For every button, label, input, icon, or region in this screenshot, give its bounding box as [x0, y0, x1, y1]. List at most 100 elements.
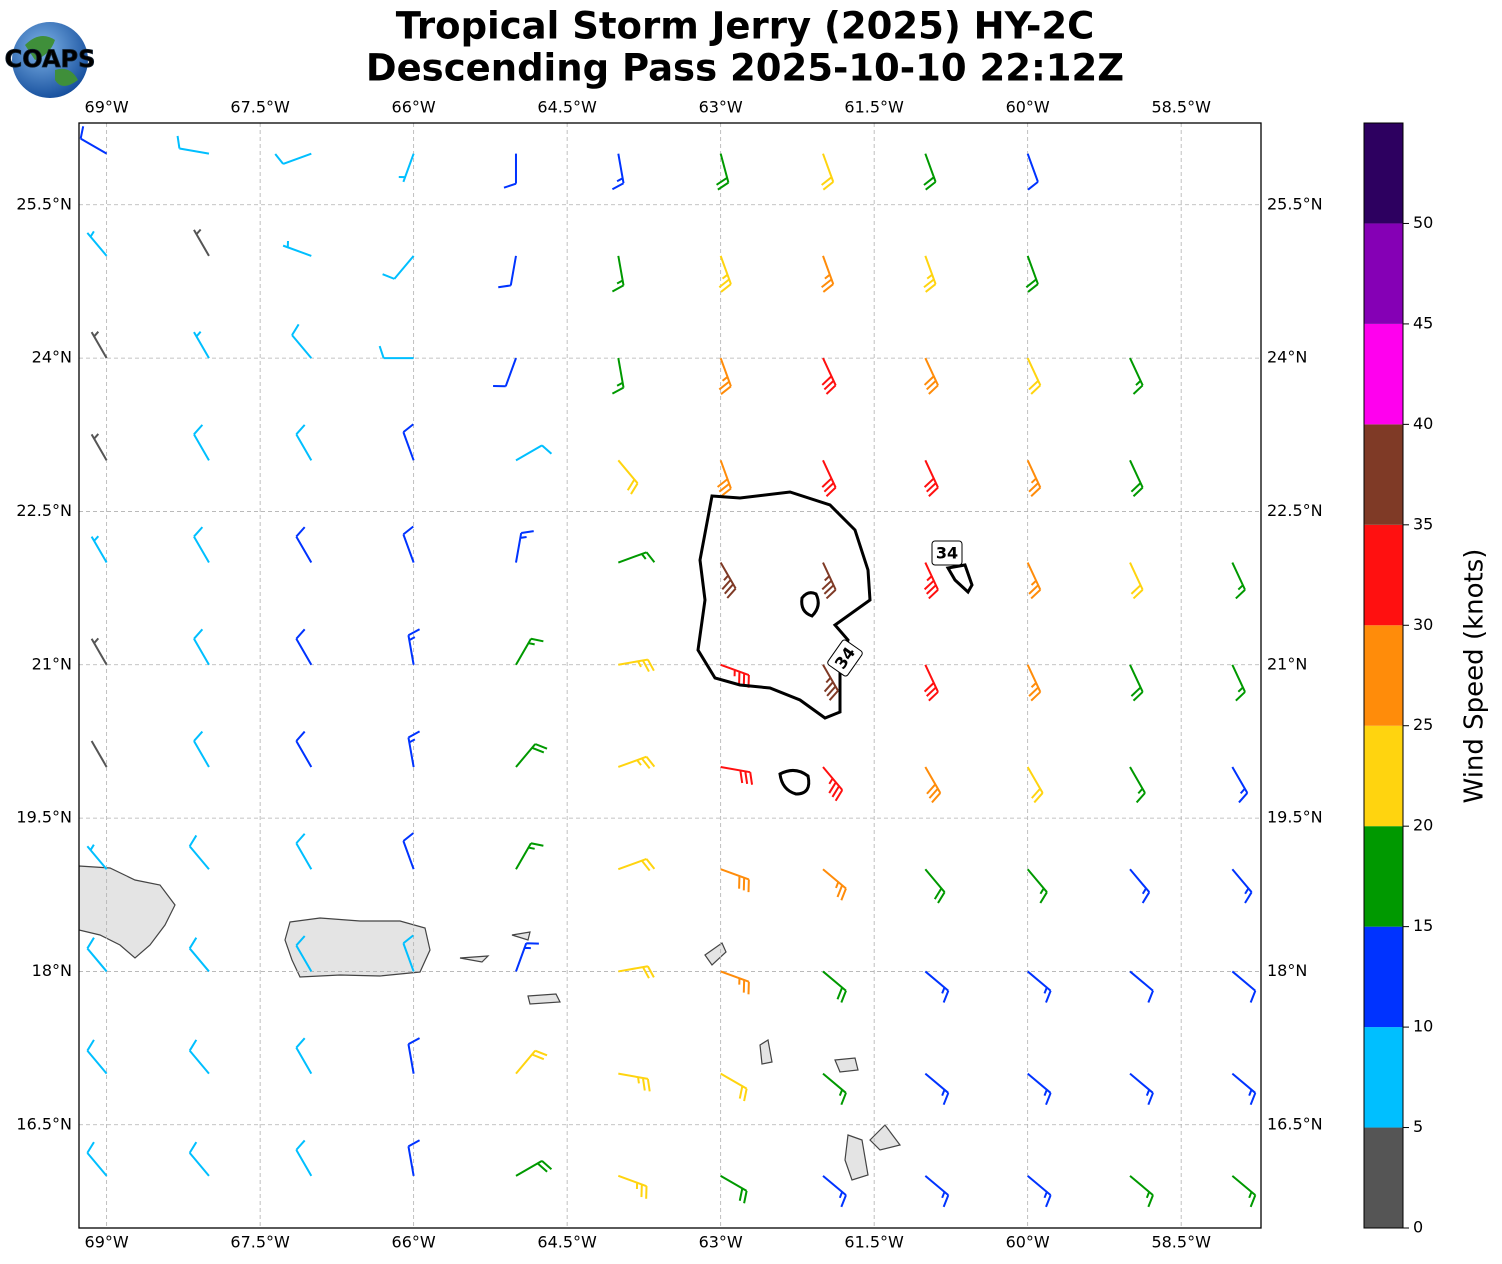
wind-barb	[618, 658, 655, 673]
wind-barb	[1129, 1072, 1154, 1106]
wind-barb	[611, 357, 625, 395]
wind-barb	[188, 1039, 210, 1075]
wind-barb	[295, 1037, 313, 1075]
wind-barb	[515, 1160, 553, 1177]
colorbar-tick-label: 5	[1413, 1117, 1423, 1136]
wind-barb	[193, 628, 210, 666]
wind-barb	[402, 832, 415, 870]
y-tick-label: 19.5°N	[16, 808, 72, 827]
wind-barb	[617, 459, 639, 495]
wind-barb	[193, 424, 210, 461]
colorbar-tick-label: 40	[1413, 414, 1433, 433]
wind-barb	[90, 433, 108, 461]
wind-barb	[378, 345, 414, 360]
title-line: Descending Pass 2025-10-10 22:12Z	[366, 47, 1124, 90]
y-tick-label: 21°N	[32, 654, 72, 673]
colorbar-segment	[1364, 524, 1403, 626]
wind-barb	[176, 135, 210, 155]
colorbar-tick-label: 35	[1413, 514, 1433, 533]
wind-barb	[1026, 357, 1042, 395]
map-area	[79, 123, 1261, 1228]
wind-barb	[282, 240, 312, 257]
wind-barb	[1231, 970, 1257, 1003]
wind-barb	[1231, 1072, 1257, 1106]
wind-barb	[718, 255, 732, 293]
wind-barb	[295, 833, 313, 870]
wind-barb	[822, 766, 844, 802]
wind-barb	[1027, 970, 1052, 1003]
x-tick-label: 58.5°W	[1151, 1233, 1211, 1252]
wind-barb	[295, 526, 313, 564]
wind-barb	[402, 934, 415, 972]
wind-barb	[295, 424, 313, 461]
x-tick-label: 64.5°W	[537, 1233, 597, 1252]
wind-barb	[720, 1072, 748, 1102]
wind-barb	[90, 637, 108, 666]
wind-barb	[515, 743, 548, 768]
wind-barb	[407, 628, 421, 665]
contour-line	[696, 490, 872, 720]
x-tick-label: 67.5°W	[230, 1233, 290, 1252]
wind-barb	[295, 730, 313, 768]
wind-barb	[1129, 562, 1144, 600]
wind-barb	[407, 1139, 421, 1177]
wind-barb	[188, 834, 210, 870]
wind-barb	[515, 942, 539, 972]
x-tick-label: 61.5°W	[844, 98, 904, 117]
wind-barb	[1129, 766, 1146, 804]
wind-barb	[1231, 868, 1253, 904]
wind-barb	[1025, 255, 1039, 293]
contour-label-box	[827, 639, 863, 677]
wind-barb	[86, 230, 108, 257]
x-tick-label: 60°W	[1006, 98, 1050, 117]
wind-barb	[923, 562, 939, 600]
wind-barb	[1129, 1175, 1154, 1208]
colorbar-tick-label: 25	[1413, 715, 1433, 734]
wind-barb	[515, 1049, 548, 1075]
colorbar-segment	[1364, 826, 1403, 927]
contour-line	[800, 591, 820, 618]
wind-barb	[193, 526, 210, 564]
wind-barb	[821, 153, 835, 191]
wind-barb	[617, 858, 656, 872]
logo: COAPS	[4, 22, 96, 98]
wind-barb	[90, 535, 108, 564]
wind-barb	[274, 152, 312, 165]
wind-barb	[720, 766, 754, 785]
wind-barb	[821, 562, 837, 600]
contour-label-box	[931, 540, 963, 566]
wind-barb	[1129, 459, 1144, 497]
wind-barb	[718, 357, 732, 395]
wind-barb	[822, 1175, 847, 1208]
wind-barb	[193, 331, 210, 359]
wind-barb	[402, 525, 415, 563]
colorbar-tick-label: 15	[1413, 916, 1433, 935]
colorbar-segment	[1364, 223, 1403, 324]
colorbar-segment	[1364, 1027, 1403, 1128]
x-tick-label: 67.5°W	[230, 98, 290, 117]
land	[459, 931, 902, 1181]
colorbar-frame	[1363, 122, 1404, 1229]
wind-barb	[923, 459, 939, 497]
wind-barb	[617, 551, 656, 564]
wind-barb	[1026, 459, 1042, 497]
wind-barb	[924, 970, 950, 1003]
wind-barb	[821, 459, 837, 497]
wind-barb	[1129, 970, 1154, 1003]
map-frame	[78, 122, 1262, 1229]
colorbar-segment	[1364, 1127, 1403, 1228]
colorbar-tick-label: 0	[1413, 1218, 1423, 1237]
y-tick-label: 19.5°N	[1267, 808, 1323, 827]
wind-barb	[923, 357, 939, 395]
wind-barb	[493, 357, 517, 388]
wind-barb	[924, 868, 946, 904]
wind-barb	[1231, 664, 1246, 702]
x-tick-label: 64.5°W	[537, 98, 597, 117]
contours: 34 34	[696, 490, 974, 796]
wind-barb	[193, 730, 210, 768]
wind-barb	[822, 970, 847, 1003]
y-tick-label: 21°N	[1267, 654, 1307, 673]
x-tick-label: 66°W	[392, 98, 436, 117]
wind-barb	[86, 1039, 108, 1075]
x-tick-label: 66°W	[392, 1233, 436, 1252]
